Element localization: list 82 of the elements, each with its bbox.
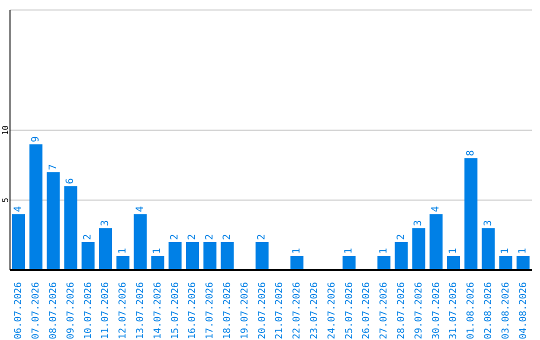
bar (29, 144, 42, 270)
data-label: 6 (65, 178, 76, 184)
bar (394, 242, 408, 270)
x-tick-label: 16.07.2026 (187, 282, 198, 340)
data-label: 3 (100, 220, 111, 226)
data-label: 4 (134, 206, 146, 212)
bar (186, 242, 199, 270)
x-tick-label: 14.07.2026 (152, 282, 164, 340)
x-tick-label: 11.07.2026 (100, 282, 112, 340)
data-label: 8 (465, 150, 476, 156)
bar (220, 242, 234, 270)
bar (256, 242, 269, 270)
bar (134, 214, 147, 270)
bar (377, 256, 390, 270)
bar (430, 214, 443, 270)
x-tick-label: 15.07.2026 (170, 282, 181, 340)
y-tick-label: 5 (1, 198, 10, 203)
data-label: 2 (170, 234, 181, 240)
data-label: 2 (222, 234, 233, 240)
data-label: 1 (291, 248, 302, 254)
bar (464, 158, 478, 270)
x-tick-label: 06.07.2026 (13, 282, 24, 340)
bar (82, 242, 95, 270)
data-label: 1 (117, 248, 128, 254)
x-tick-label: 04.08.2026 (518, 282, 529, 340)
x-tick-label: 02.08.2026 (483, 282, 494, 340)
x-tick-label: 08.07.2026 (48, 282, 59, 340)
data-label: 1 (344, 248, 355, 254)
data-label: 1 (448, 248, 459, 254)
bar (499, 256, 512, 270)
data-label: 4 (430, 206, 442, 212)
data-label: 3 (413, 220, 424, 226)
data-label: 4 (13, 206, 24, 212)
bar (46, 172, 60, 270)
data-label: 1 (500, 248, 512, 254)
x-tick-label: 23.07.2026 (309, 282, 320, 340)
x-tick-label: 26.07.2026 (361, 282, 372, 340)
x-tick-label: 17.07.2026 (204, 282, 216, 340)
x-tick-label: 22.07.2026 (292, 282, 303, 340)
x-tick-label: 03.08.2026 (500, 282, 512, 340)
x-tick-label: 27.07.2026 (378, 282, 390, 340)
data-label: 9 (30, 136, 42, 142)
bar (482, 228, 495, 270)
bar (151, 256, 164, 270)
data-label: 2 (204, 234, 216, 240)
bar (203, 242, 216, 270)
data-label: 1 (378, 248, 390, 254)
bar (412, 228, 426, 270)
x-tick-label: 20.07.2026 (256, 282, 268, 340)
x-tick-label: 25.07.2026 (344, 282, 355, 340)
x-tick-label: 30.07.2026 (430, 282, 442, 340)
bar (516, 256, 530, 270)
x-tick-label: 01.08.2026 (466, 282, 477, 340)
data-label: 1 (518, 248, 529, 254)
data-label: 2 (396, 234, 407, 240)
x-tick-label: 24.07.2026 (326, 282, 338, 340)
data-label: 2 (187, 234, 198, 240)
x-tick-label: 28.07.2026 (396, 282, 407, 340)
x-tick-label: 13.07.2026 (135, 282, 146, 340)
x-tick-label: 10.07.2026 (82, 282, 94, 340)
data-label: 2 (256, 234, 268, 240)
bar (168, 242, 182, 270)
bar (64, 186, 78, 270)
x-tick-label: 12.07.2026 (118, 282, 129, 340)
bar (99, 228, 112, 270)
data-label: 2 (82, 234, 94, 240)
y-tick-label: 10 (1, 125, 10, 136)
data-label: 7 (48, 164, 59, 170)
bar (116, 256, 130, 270)
x-tick-label: 31.07.2026 (448, 282, 460, 340)
x-tick-label: 18.07.2026 (222, 282, 233, 340)
bar (12, 214, 25, 270)
bar (342, 256, 356, 270)
x-tick-label: 21.07.2026 (274, 282, 286, 340)
data-label: 1 (152, 248, 164, 254)
x-tick-label: 09.07.2026 (65, 282, 76, 340)
bar (447, 256, 460, 270)
bar (290, 256, 304, 270)
data-label: 3 (482, 220, 494, 226)
x-tick-label: 29.07.2026 (413, 282, 424, 340)
x-tick-label: 19.07.2026 (239, 282, 250, 340)
x-tick-label: 07.07.2026 (30, 282, 42, 340)
